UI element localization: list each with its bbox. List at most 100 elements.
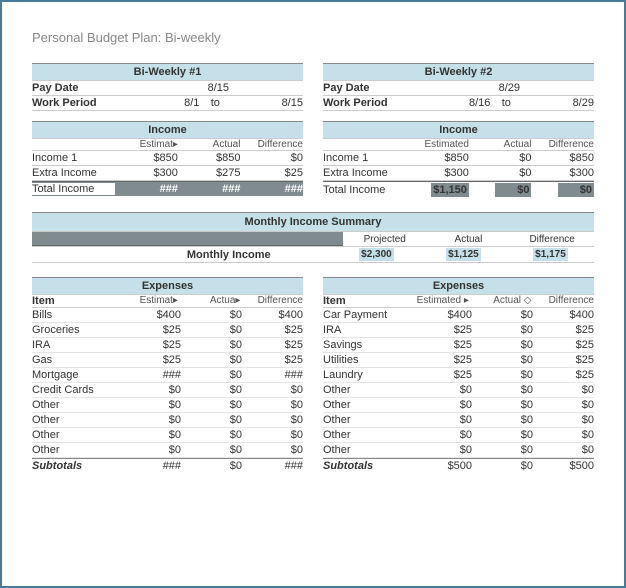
total-diff: ### <box>240 183 303 195</box>
expense-diff: $0 <box>242 399 303 411</box>
work-start: 8/16 <box>419 97 491 109</box>
workperiod-label: Work Period <box>32 97 128 109</box>
expense-diff: $0 <box>533 444 594 456</box>
income-est: $850 <box>406 152 469 164</box>
paydate-label: Pay Date <box>32 82 134 94</box>
expense-act: $0 <box>181 369 242 381</box>
expense-label: Bills <box>32 309 120 321</box>
paydate-value: 8/29 <box>425 82 594 94</box>
to-label: to <box>199 97 231 109</box>
diff-header: Difference <box>510 234 594 245</box>
expense-label: Laundry <box>323 369 411 381</box>
proj-header: Projected <box>343 234 427 245</box>
income-act: $275 <box>178 167 241 179</box>
expense-label: IRA <box>32 339 120 351</box>
income-row: Extra Income$300$0$300 <box>323 166 594 181</box>
expense-row: Other$0$0$0 <box>32 398 303 413</box>
income-act: $850 <box>178 152 241 164</box>
expense-label: Other <box>32 444 120 456</box>
income-label: Extra Income <box>323 167 406 179</box>
expense-act: $0 <box>472 444 533 456</box>
item-header: Item <box>323 295 406 307</box>
expense-est: $0 <box>411 414 472 426</box>
to-label: to <box>490 97 522 109</box>
total-act: ### <box>178 183 241 195</box>
income-title: Income <box>323 121 594 139</box>
col-estimated: Estimat▸ <box>115 139 178 150</box>
paydate-label: Pay Date <box>323 82 425 94</box>
work-end: 8/29 <box>522 97 594 109</box>
expense-label: IRA <box>323 324 411 336</box>
act-header: Actual <box>427 234 511 245</box>
expense-act: $0 <box>472 324 533 336</box>
expense-row: Credit Cards$0$0$0 <box>32 383 303 398</box>
expense-act: $0 <box>472 369 533 381</box>
expense-diff: $0 <box>242 384 303 396</box>
expense-row: Other$0$0$0 <box>32 428 303 443</box>
expenses-title: Expenses <box>32 277 303 295</box>
work-end: 8/15 <box>231 97 303 109</box>
col-est: Estimat▸ <box>115 295 178 307</box>
subtotal-label: Subtotals <box>32 460 120 472</box>
col-diff: Difference <box>531 295 594 307</box>
expense-act: $0 <box>181 429 242 441</box>
expense-act: $0 <box>472 399 533 411</box>
expense-label: Savings <box>323 339 411 351</box>
expense-est: $25 <box>120 339 181 351</box>
subtotal-act: $0 <box>181 460 242 472</box>
expense-row: Gas$25$0$25 <box>32 353 303 368</box>
monthly-proj: $2,300 <box>359 248 394 261</box>
expense-label: Car Payment <box>323 309 411 321</box>
expense-row: Laundry$25$0$25 <box>323 368 594 383</box>
biweekly-section: Bi-Weekly #1 Pay Date 8/15 Work Period 8… <box>32 63 594 198</box>
expense-diff: $25 <box>242 324 303 336</box>
expense-act: $0 <box>181 309 242 321</box>
expense-label: Other <box>323 429 411 441</box>
expense-diff: ### <box>242 369 303 381</box>
expense-label: Other <box>32 429 120 441</box>
income-est: $850 <box>115 152 178 164</box>
expense-row: Car Payment$400$0$400 <box>323 308 594 323</box>
col-est: Estimated ▸ <box>406 295 469 307</box>
expense-est: ### <box>120 369 181 381</box>
expense-diff: $25 <box>242 339 303 351</box>
page-title: Personal Budget Plan: Bi-weekly <box>32 30 594 45</box>
expense-row: Other$0$0$0 <box>323 398 594 413</box>
expenses-1: Expenses Item Estimat▸ Actua▸ Difference… <box>32 277 303 473</box>
expense-est: $400 <box>120 309 181 321</box>
expense-est: $0 <box>411 429 472 441</box>
expense-act: $0 <box>181 384 242 396</box>
budget-document: Personal Budget Plan: Bi-weekly Bi-Weekl… <box>0 0 626 588</box>
income-est: $300 <box>406 167 469 179</box>
expense-act: $0 <box>472 414 533 426</box>
income-row: Income 1$850$0$850 <box>323 151 594 166</box>
expense-label: Gas <box>32 354 120 366</box>
expense-act: $0 <box>181 414 242 426</box>
col-estimated: Estimated <box>406 139 469 150</box>
subtotal-diff: ### <box>242 460 303 472</box>
expense-row: Other$0$0$0 <box>32 443 303 458</box>
expense-est: $0 <box>120 444 181 456</box>
expenses-title: Expenses <box>323 277 594 295</box>
expense-diff: $25 <box>242 354 303 366</box>
subtotal-est: $500 <box>411 460 472 472</box>
biweekly-2: Bi-Weekly #2 Pay Date 8/29 Work Period 8… <box>323 63 594 198</box>
workperiod-label: Work Period <box>323 97 419 109</box>
expense-row: Other$0$0$0 <box>323 428 594 443</box>
total-est: ### <box>115 183 178 195</box>
expense-label: Other <box>323 444 411 456</box>
expense-est: $25 <box>120 354 181 366</box>
income-label: Extra Income <box>32 167 115 179</box>
total-act: $0 <box>495 183 531 197</box>
monthly-summary-title: Monthly Income Summary <box>32 212 594 232</box>
income-est: $300 <box>115 167 178 179</box>
expense-label: Other <box>32 399 120 411</box>
income-act: $0 <box>469 152 532 164</box>
expense-diff: $25 <box>533 339 594 351</box>
subtotal-label: Subtotals <box>323 460 411 472</box>
expense-est: $0 <box>411 399 472 411</box>
expense-diff: $25 <box>533 369 594 381</box>
expense-label: Mortgage <box>32 369 120 381</box>
expense-diff: $0 <box>242 429 303 441</box>
expense-label: Other <box>323 384 411 396</box>
